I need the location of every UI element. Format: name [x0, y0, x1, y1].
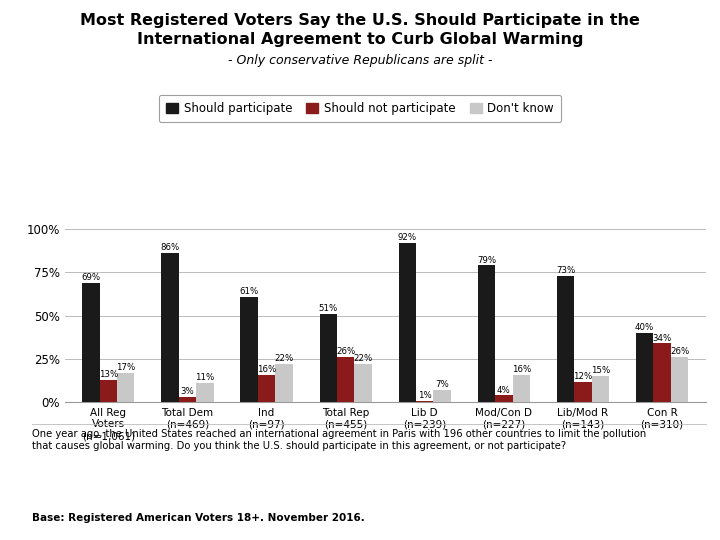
Text: 51%: 51% [319, 304, 338, 313]
Text: 61%: 61% [240, 287, 258, 296]
Text: 16%: 16% [257, 364, 276, 374]
Text: 13%: 13% [99, 370, 118, 379]
Bar [478, 266, 495, 402]
Bar [636, 333, 653, 402]
Bar [258, 375, 275, 402]
Text: that causes global warming. Do you think the U.S. should participate in this agr: that causes global warming. Do you think… [32, 441, 567, 451]
Text: 4%: 4% [497, 386, 510, 395]
Bar [575, 382, 592, 402]
Text: Most Registered Voters Say the U.S. Should Participate in the: Most Registered Voters Say the U.S. Shou… [80, 14, 640, 29]
Bar [320, 314, 337, 402]
Bar [557, 276, 575, 402]
Bar [196, 383, 214, 402]
Text: Base: Registered American Voters 18+. November 2016.: Base: Registered American Voters 18+. No… [32, 513, 365, 523]
Text: 7%: 7% [436, 380, 449, 389]
Text: 12%: 12% [573, 372, 593, 381]
Text: 26%: 26% [336, 347, 355, 356]
Text: 92%: 92% [397, 233, 417, 242]
Bar [337, 357, 354, 402]
Bar [82, 283, 99, 402]
Text: One year ago, the United States reached an international agreement in Paris with: One year ago, the United States reached … [32, 429, 647, 440]
Text: 22%: 22% [354, 354, 373, 363]
Text: 1%: 1% [418, 391, 431, 400]
Text: 26%: 26% [670, 347, 689, 356]
Bar [513, 375, 530, 402]
Text: - Only conservative Republicans are split -: - Only conservative Republicans are spli… [228, 54, 492, 67]
Bar [653, 343, 671, 402]
Bar [275, 364, 292, 402]
Bar [592, 376, 609, 402]
Bar [161, 253, 179, 402]
Text: 11%: 11% [195, 373, 215, 382]
Bar [416, 401, 433, 402]
Bar [399, 243, 416, 402]
Text: 40%: 40% [635, 323, 654, 332]
Bar [117, 373, 135, 402]
Bar [495, 395, 513, 402]
Bar [671, 357, 688, 402]
Bar [179, 397, 196, 402]
Text: 69%: 69% [81, 273, 101, 282]
Text: 79%: 79% [477, 255, 496, 265]
Bar [354, 364, 372, 402]
Text: 16%: 16% [512, 364, 531, 374]
Text: International Agreement to Curb Global Warming: International Agreement to Curb Global W… [137, 32, 583, 48]
Bar [433, 390, 451, 402]
Bar [99, 380, 117, 402]
Bar [240, 296, 258, 402]
Text: 86%: 86% [161, 244, 180, 253]
Legend: Should participate, Should not participate, Don't know: Should participate, Should not participa… [159, 95, 561, 122]
Text: 73%: 73% [556, 266, 575, 275]
Text: 22%: 22% [274, 354, 294, 363]
Text: 34%: 34% [652, 334, 672, 342]
Text: 15%: 15% [590, 367, 610, 375]
Text: 3%: 3% [181, 387, 194, 396]
Text: 17%: 17% [116, 363, 135, 372]
